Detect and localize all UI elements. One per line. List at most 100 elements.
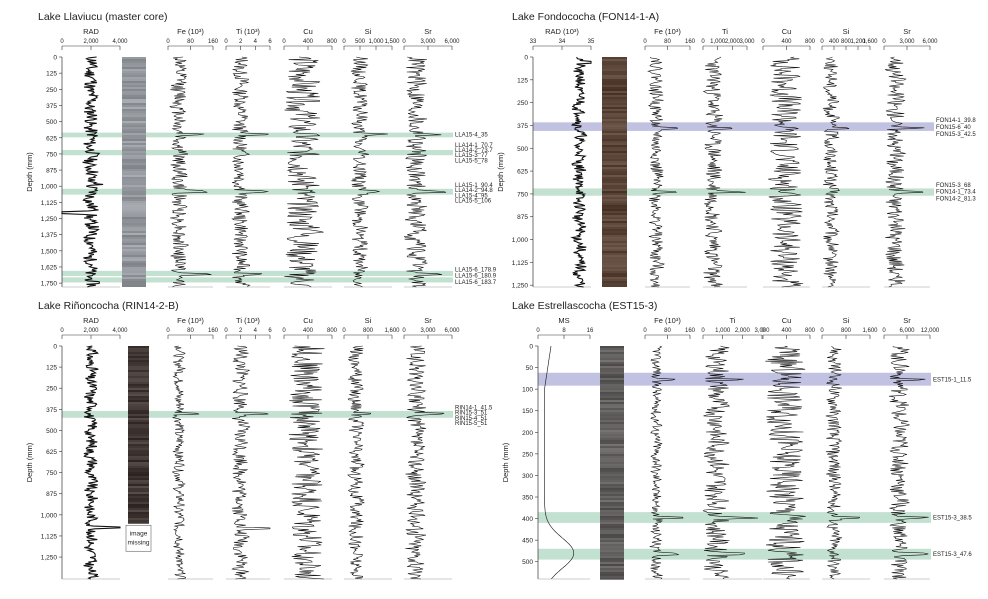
core-layer xyxy=(602,101,627,103)
series-x-tick-label: 80 xyxy=(187,39,194,45)
series-x-tick-label: 3,000 xyxy=(899,39,915,45)
core-layer xyxy=(600,442,624,444)
core-layer xyxy=(122,195,146,197)
series-x-tick-label: 0 xyxy=(820,328,824,334)
depth-tick-label: 350 xyxy=(522,495,533,502)
depth-tick-label: 625 xyxy=(46,135,57,142)
core-layer xyxy=(128,396,149,398)
core-layer xyxy=(128,364,149,366)
core-layer xyxy=(600,380,624,382)
series-x-tick-label: 1,200 xyxy=(850,39,866,45)
band-annotation: RIN15-3_51 xyxy=(455,411,488,417)
core-layer xyxy=(600,416,624,418)
core-layer xyxy=(600,472,624,474)
core-layer xyxy=(122,159,146,161)
series-x-tick-label: 80 xyxy=(187,328,194,334)
band-annotation: FON14-1_39.8 xyxy=(936,118,976,124)
core-layer xyxy=(602,203,627,205)
core-layer xyxy=(600,536,624,538)
series-x-tick-label: 1,600 xyxy=(862,328,878,334)
core-layer xyxy=(602,125,627,127)
core-layer xyxy=(128,426,149,428)
series-trace xyxy=(822,56,850,288)
core-layer xyxy=(122,99,146,101)
core-layer xyxy=(602,167,627,169)
core-layer xyxy=(600,348,624,350)
core-layer xyxy=(122,235,146,237)
core-layer xyxy=(122,173,146,175)
core-layer xyxy=(128,508,149,510)
core-layer xyxy=(122,97,146,99)
core-layer xyxy=(128,454,149,456)
core-layer xyxy=(602,189,627,191)
core-layer xyxy=(602,173,627,175)
core-layer xyxy=(602,269,627,271)
core-layer xyxy=(122,137,146,139)
core-layer xyxy=(122,215,146,217)
band-annotation: FON15-3_68 xyxy=(936,183,971,189)
core-layer xyxy=(128,430,149,432)
core-layer xyxy=(600,576,624,578)
depth-tick-label: 1,750 xyxy=(41,281,58,288)
core-layer xyxy=(600,532,624,534)
band-annotation: FON14-1_73.4 xyxy=(936,190,976,196)
core-layer xyxy=(122,83,146,85)
core-layer xyxy=(602,105,627,107)
depth-axis-label: Depth (mm) xyxy=(501,442,510,482)
core-layer xyxy=(122,155,146,157)
depth-tick-label: 125 xyxy=(46,71,57,78)
core-layer xyxy=(122,245,146,247)
core-layer xyxy=(602,141,627,143)
core-layer xyxy=(122,269,146,271)
depth-tick-label: 500 xyxy=(46,119,57,126)
core-layer xyxy=(128,422,149,424)
core-layer xyxy=(122,203,146,205)
core-layer xyxy=(128,474,149,476)
core-layer xyxy=(600,394,624,396)
band-annotation: LLA15-6_178.9 xyxy=(455,268,497,274)
series-x-tick-label: 3,000 xyxy=(754,328,770,334)
series-name: RAD xyxy=(83,27,99,36)
core-layer xyxy=(600,436,624,438)
core-layer xyxy=(600,422,624,424)
core-layer xyxy=(600,558,624,560)
core-layer xyxy=(122,283,146,285)
series-name: Fe (10³) xyxy=(654,27,681,36)
core-layer xyxy=(602,127,627,129)
series-name: Cu xyxy=(303,316,313,325)
core-layer xyxy=(600,420,624,422)
core-layer xyxy=(600,402,624,404)
series-x-tick-label: 800 xyxy=(327,39,338,45)
band-annotation: LLA15-3_77 xyxy=(455,153,488,159)
core-layer xyxy=(128,512,149,514)
core-layer xyxy=(128,436,149,438)
series-trace xyxy=(570,56,592,288)
core-layer xyxy=(602,243,627,245)
core-layer xyxy=(600,548,624,550)
core-layer xyxy=(602,187,627,189)
event-band xyxy=(62,277,453,283)
event-band xyxy=(62,188,453,195)
core-layer xyxy=(128,516,149,518)
core-layer xyxy=(600,450,624,452)
series-name: Ti (10³) xyxy=(236,27,260,36)
core-layer xyxy=(600,486,624,488)
series-x-tick-label: 800 xyxy=(841,328,852,334)
core-layer xyxy=(122,251,146,253)
core-layer xyxy=(122,109,146,111)
core-layer xyxy=(602,139,627,141)
depth-tick-label: 0 xyxy=(53,55,57,62)
missing-image-label: missing xyxy=(127,539,149,546)
core-layer xyxy=(128,464,149,466)
series-name: Sr xyxy=(424,27,432,36)
core-layer xyxy=(602,183,627,185)
series-x-tick-label: 160 xyxy=(208,39,219,45)
core-layer xyxy=(602,229,627,231)
core-layer xyxy=(602,233,627,235)
series-x-tick-label: 2,000 xyxy=(83,39,99,45)
series-x-tick-label: 0 xyxy=(536,328,540,334)
depth-tick-label: 375 xyxy=(46,103,57,110)
series-x-tick-label: 2,000 xyxy=(725,39,741,45)
core-layer xyxy=(602,195,627,197)
series-name: Fe (10³) xyxy=(654,316,681,325)
